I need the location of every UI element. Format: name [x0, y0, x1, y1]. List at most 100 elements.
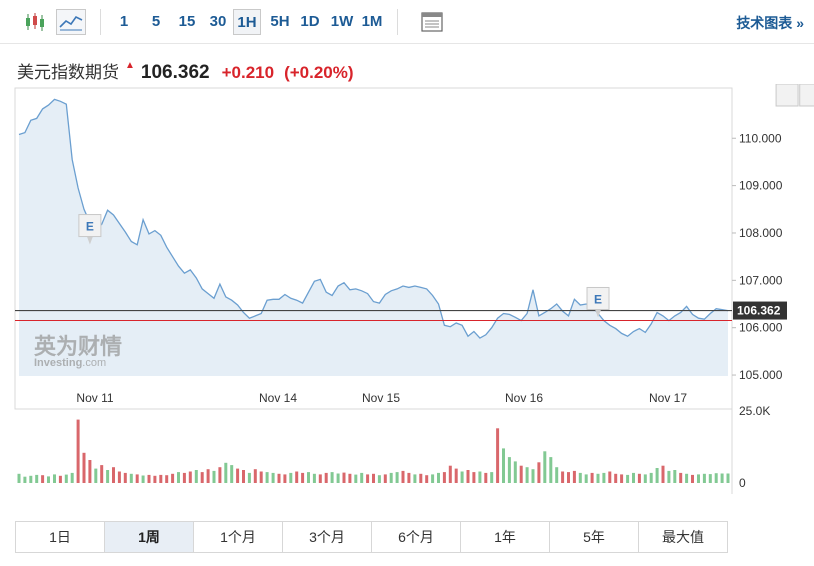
volume-bar: [135, 474, 139, 483]
volume-bar: [100, 465, 104, 483]
volume-bar: [632, 472, 635, 483]
timeframe-1[interactable]: 1: [119, 13, 129, 30]
timeframe-1d[interactable]: 1D: [300, 13, 320, 30]
volume-bar: [147, 474, 151, 483]
timeframe-30[interactable]: 30: [209, 13, 227, 30]
price-area: [19, 99, 728, 377]
volume-bar: [117, 471, 121, 483]
volume-bar: [413, 474, 417, 483]
timeframe-1m[interactable]: 1M: [361, 13, 383, 30]
volume-bar: [537, 462, 541, 483]
volume-bar: [354, 474, 358, 483]
price-change-percent: (+0.20%): [284, 63, 354, 82]
volume-bar: [295, 471, 299, 483]
volume-bar: [383, 474, 387, 483]
volume-bar: [620, 474, 624, 483]
volume-bar: [643, 474, 647, 483]
volume-bar: [472, 472, 476, 483]
range-button-5[interactable]: 1年: [461, 522, 550, 552]
volume-bar: [318, 474, 322, 483]
y-tick-label: 107.000: [739, 273, 783, 287]
range-button-4[interactable]: 6个月: [372, 522, 461, 552]
volume-bar: [637, 473, 641, 483]
volume-bar: [502, 448, 505, 483]
volume-bar: [194, 470, 198, 483]
timeframe-15[interactable]: 15: [178, 13, 196, 30]
volume-bar: [525, 467, 529, 483]
volume-bar: [714, 473, 718, 483]
earnings-event-marker[interactable]: E: [799, 84, 814, 107]
timeframe-1h[interactable]: 1H: [233, 9, 261, 35]
y-tick-label: 108.000: [739, 226, 783, 240]
volume-bar: [567, 472, 570, 483]
earnings-event-marker[interactable]: E: [586, 286, 610, 318]
earnings-event-marker[interactable]: E: [78, 214, 102, 245]
volume-bar: [726, 473, 730, 483]
volume-bar: [177, 472, 180, 483]
x-tick-label: Nov 14: [259, 391, 297, 405]
volume-bar: [578, 472, 582, 483]
y-tick-label: 110.000: [739, 131, 782, 145]
volume-bar: [29, 475, 33, 483]
volume-bar: [419, 473, 423, 483]
volume-bar: [76, 419, 80, 483]
range-button-2[interactable]: 1个月: [194, 522, 283, 552]
volume-bar: [590, 472, 594, 483]
technical-chart-link[interactable]: 技术图表 »: [736, 15, 804, 31]
event-label: E: [783, 84, 791, 87]
volume-bar: [478, 471, 482, 483]
volume-bar: [691, 474, 694, 483]
volume-bar: [360, 472, 364, 483]
volume-bar: [407, 472, 411, 483]
volume-bar: [336, 473, 340, 483]
volume-bar: [301, 472, 305, 483]
candlestick-icon[interactable]: [22, 8, 48, 36]
volume-bar: [70, 472, 74, 483]
volume-bar: [224, 462, 228, 483]
range-button-1[interactable]: 1周: [105, 522, 194, 552]
last-price-badge-label: 106.362: [737, 304, 781, 318]
volume-bar: [561, 471, 565, 483]
volume-bar: [218, 467, 222, 483]
earnings-event-marker[interactable]: E: [775, 84, 799, 107]
volume-bar: [442, 472, 446, 483]
volume-bar: [277, 473, 281, 483]
instrument-name: 美元指数期货: [17, 63, 119, 82]
volume-bar: [242, 470, 245, 483]
area-chart-icon[interactable]: [56, 9, 86, 35]
range-selector: 1日 1周 1个月 3个月 6个月 1年 5年 最大值: [15, 521, 728, 553]
up-arrow-icon: ▲: [125, 60, 135, 71]
timeframe-5h[interactable]: 5H: [270, 13, 290, 30]
x-tick-label: Nov 11: [76, 391, 113, 405]
volume-bar: [153, 475, 157, 483]
chart-toolbar: 1 5 15 30 1H 5H 1D 1W 1M 技术图表 »: [0, 0, 814, 44]
volume-bar: [513, 461, 517, 483]
price-line: [18, 98, 729, 339]
volume-bar: [53, 474, 56, 483]
range-button-7[interactable]: 最大值: [639, 522, 727, 552]
volume-bar: [271, 472, 275, 483]
price-change: +0.210: [221, 63, 275, 82]
volume-bar: [490, 472, 494, 483]
range-button-6[interactable]: 5年: [550, 522, 639, 552]
volume-bar: [200, 472, 204, 483]
last-price-badge: [733, 301, 787, 320]
timeframe-1w[interactable]: 1W: [330, 13, 354, 30]
volume-bar: [265, 472, 269, 483]
volume-bar: [106, 470, 110, 483]
range-button-0[interactable]: 1日: [16, 522, 105, 552]
volume-bar: [626, 474, 630, 483]
volume-bar: [377, 475, 381, 483]
event-label: E: [807, 84, 814, 87]
y-tick-label: 109.000: [739, 179, 783, 193]
volume-tick-label: 25.0K: [739, 404, 770, 418]
volume-bar: [112, 467, 115, 483]
range-button-3[interactable]: 3个月: [283, 522, 372, 552]
volume-bar: [188, 471, 192, 483]
data-table-icon[interactable]: [419, 8, 445, 36]
timeframe-5[interactable]: 5: [151, 13, 161, 30]
volume-bar: [685, 473, 689, 483]
volume-bar: [496, 428, 500, 483]
volume-bar: [454, 468, 458, 483]
